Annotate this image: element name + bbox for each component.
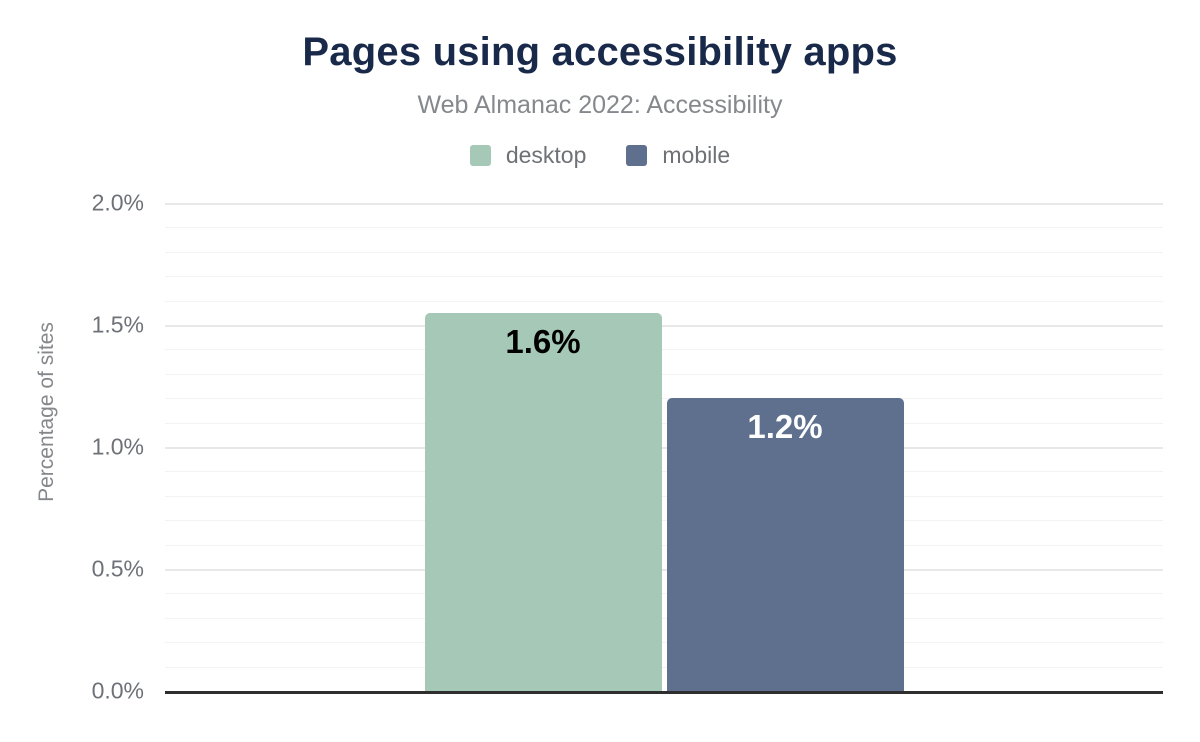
minor-gridline — [165, 349, 1163, 350]
y-tick-label: 1.5% — [91, 311, 144, 338]
minor-gridline — [165, 471, 1163, 472]
mobile-color-swatch-icon — [626, 145, 648, 166]
minor-gridline — [165, 398, 1163, 399]
minor-gridline — [165, 520, 1163, 521]
bars-container: 1.6% 1.2% — [165, 203, 1163, 691]
major-gridline — [165, 325, 1163, 327]
minor-gridline — [165, 423, 1163, 424]
y-tick-label: 1.0% — [91, 433, 144, 460]
plot-area — [165, 203, 1163, 694]
y-tick-label: 0.0% — [91, 677, 144, 704]
minor-gridline — [165, 545, 1163, 546]
bar-value-label-desktop: 1.6% — [505, 323, 581, 360]
bar-desktop[interactable]: 1.6% — [424, 313, 662, 691]
y-axis-tick-labels: 0.0% 0.5% 1.0% 1.5% 2.0% — [0, 191, 152, 702]
legend-label-mobile: mobile — [662, 142, 731, 168]
minor-gridline — [165, 618, 1163, 619]
desktop-color-swatch-icon — [469, 145, 491, 166]
y-tick-label: 2.0% — [91, 189, 144, 216]
minor-gridline — [165, 374, 1163, 375]
chart-subtitle: Web Almanac 2022: Accessibility — [417, 91, 783, 119]
minor-gridline — [165, 276, 1163, 277]
major-gridline — [165, 569, 1163, 571]
minor-gridline — [165, 301, 1163, 302]
major-gridline — [165, 447, 1163, 449]
minor-gridline — [165, 252, 1163, 253]
minor-gridline — [165, 593, 1163, 594]
legend-item-desktop: desktop — [469, 142, 587, 169]
bar-value-label-mobile: 1.2% — [747, 408, 823, 445]
minor-gridline — [165, 496, 1163, 497]
legend: desktop mobile — [0, 142, 1200, 169]
minor-gridline — [165, 642, 1163, 643]
minor-gridline — [165, 227, 1163, 228]
legend-label-desktop: desktop — [505, 142, 587, 168]
minor-gridline — [165, 667, 1163, 668]
bar-mobile[interactable]: 1.2% — [666, 398, 904, 691]
legend-item-mobile: mobile — [626, 142, 730, 169]
chart-title: Pages using accessibility apps — [302, 30, 898, 74]
y-tick-label: 0.5% — [91, 555, 144, 582]
major-gridline — [165, 203, 1163, 205]
